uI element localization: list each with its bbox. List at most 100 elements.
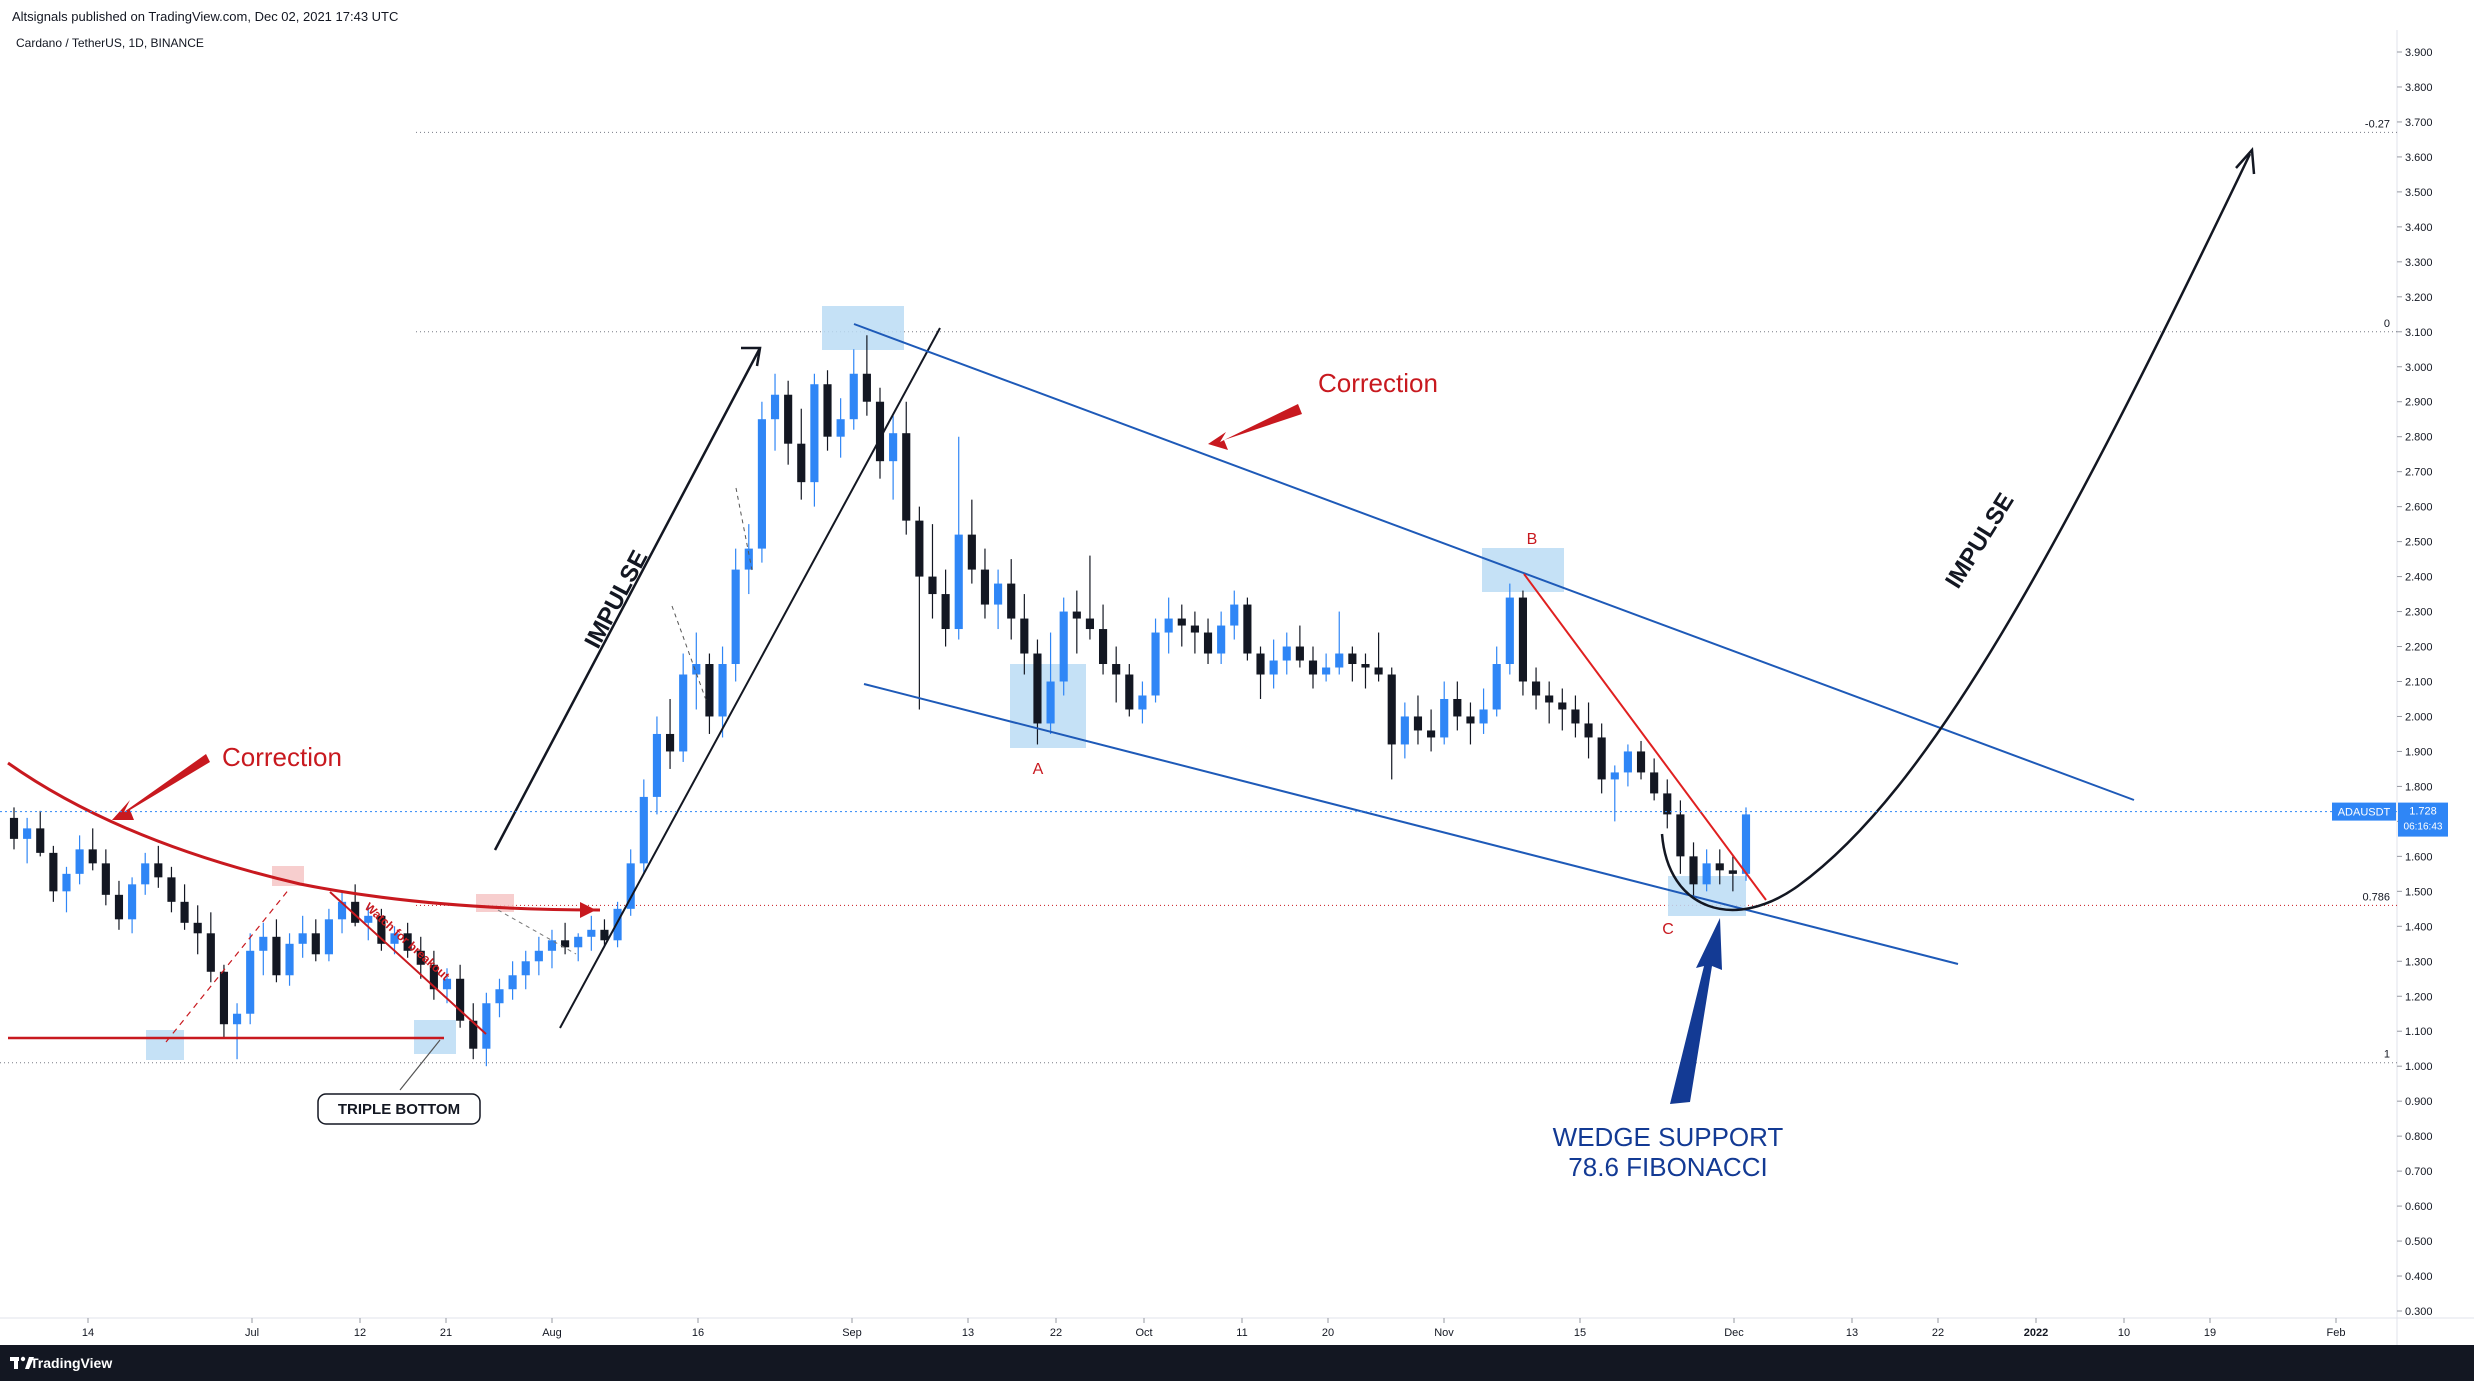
candle-body: [246, 950, 255, 1014]
wave-c-label: C: [1662, 921, 1674, 938]
impulse-arrowhead: [741, 346, 762, 367]
candle-body: [351, 901, 360, 923]
candle-body: [994, 583, 1003, 605]
candle-body: [88, 849, 97, 864]
candle-body: [1427, 730, 1436, 738]
candle-body: [639, 796, 648, 864]
correction-curve-arrowhead: [580, 902, 596, 918]
candle-body: [1584, 723, 1593, 738]
y-tick-label: 2.700: [2405, 467, 2433, 479]
candle-body: [1689, 856, 1698, 885]
candle-body: [1308, 660, 1318, 675]
x-tick-label: 13: [962, 1327, 974, 1339]
y-tick-label: 2.900: [2405, 397, 2433, 409]
time-axis[interactable]: 14 Jul 12 21 Aug 16 Sep 13 22 Oct 11 20 Nov 15 Dec 13 22…: [82, 1318, 2346, 1339]
candle-body: [836, 419, 845, 437]
zone-bottom-1: [146, 1030, 184, 1060]
y-tick-label: 0.900: [2405, 1096, 2433, 1108]
candle-body: [613, 908, 622, 941]
candle-body: [823, 384, 832, 437]
candle-body: [1400, 716, 1409, 745]
candle-body: [1361, 664, 1370, 668]
chart-area[interactable]: Cardano / TetherUS, 1D, BINANCE 0.300 0.4…: [0, 30, 2474, 1345]
candle-body: [1295, 646, 1304, 661]
candle-body: [1282, 646, 1291, 661]
impulse-arrow: [493, 347, 762, 851]
candle-body: [206, 933, 215, 972]
candle-body: [915, 520, 924, 577]
x-tick-label: 22: [1050, 1327, 1062, 1339]
candle-body: [456, 978, 465, 1021]
wedge-upper-line: [853, 323, 2135, 801]
fib-label: 1: [2384, 1049, 2390, 1061]
candle-body: [272, 936, 281, 976]
candle-body: [482, 1003, 491, 1049]
candle-body: [1728, 870, 1737, 874]
candle-body: [469, 1020, 478, 1049]
candle-body: [259, 936, 268, 951]
y-tick-label: 1.600: [2405, 851, 2433, 863]
candle-body: [1387, 674, 1396, 745]
symbol-tag: [2332, 802, 2396, 821]
price-axis[interactable]: 0.300 0.400 0.500 0.600 0.700 0.800 0.900 1.000…: [2397, 47, 2433, 1318]
candle-body: [1177, 618, 1186, 626]
y-tick-label: 1.000: [2405, 1061, 2433, 1073]
candle-body: [1243, 604, 1252, 654]
candle-body: [1046, 681, 1055, 724]
candle-body: [1085, 618, 1095, 630]
candlestick-series[interactable]: [9, 335, 1751, 1067]
y-tick-label: 3.400: [2405, 222, 2433, 234]
candle-body: [718, 664, 727, 717]
candle-body: [902, 433, 911, 521]
footer-brand: TradingView: [30, 1355, 113, 1371]
candle-body: [23, 828, 32, 839]
impulse-projection-arrowhead: [2235, 146, 2256, 175]
x-tick-label: 2022: [2024, 1327, 2048, 1339]
candle-body: [967, 534, 976, 570]
x-tick-label: 14: [82, 1327, 94, 1339]
candle-body: [954, 534, 963, 630]
candle-body: [875, 401, 885, 462]
y-tick-label: 3.500: [2405, 187, 2433, 199]
price-chart[interactable]: Cardano / TetherUS, 1D, BINANCE 0.300 0.4…: [0, 30, 2474, 1345]
y-tick-label: 1.900: [2405, 746, 2433, 758]
candle-body: [797, 443, 806, 483]
y-tick-label: 0.600: [2405, 1201, 2433, 1213]
fib-label: 0: [2384, 318, 2390, 330]
dashed-flag-3: [735, 487, 753, 571]
candle-body: [1453, 698, 1462, 717]
candle-body: [1623, 751, 1632, 773]
y-tick-label: 3.100: [2405, 327, 2433, 339]
y-tick-label: 3.200: [2405, 292, 2433, 304]
candle-body: [862, 373, 871, 402]
candle-body: [219, 971, 229, 1025]
candle-body: [534, 950, 543, 962]
candle-body: [1033, 653, 1042, 724]
wave-b-label: B: [1527, 531, 1538, 548]
y-tick-label: 0.500: [2405, 1236, 2433, 1248]
candle-body: [587, 929, 596, 937]
candle-body: [849, 373, 858, 420]
y-tick-label: 0.400: [2405, 1271, 2433, 1283]
y-tick-label: 2.300: [2405, 607, 2433, 619]
candle-body: [377, 915, 386, 944]
fibonacci-label: 78.6 FIBONACCI: [1568, 1152, 1767, 1182]
candle-body: [1020, 618, 1029, 654]
candle-body: [9, 817, 19, 839]
dashed-flag: [497, 909, 577, 955]
candle-body: [1203, 632, 1213, 654]
candle-body: [154, 863, 163, 878]
candle-body: [665, 733, 675, 752]
symbol-tag-text: ADAUSDT: [2338, 807, 2391, 819]
y-tick-label: 2.200: [2405, 642, 2433, 654]
candle-body: [1505, 597, 1514, 665]
candle-body: [980, 569, 990, 605]
y-tick-label: 1.300: [2405, 956, 2433, 968]
candle-body: [1715, 863, 1724, 871]
candle-body: [770, 394, 780, 420]
candle-body: [390, 933, 399, 944]
x-tick-label: 13: [1846, 1327, 1858, 1339]
x-tick-label: Oct: [1135, 1327, 1152, 1339]
triple-bottom-pointer: [399, 1039, 441, 1091]
fib-label: -0.27: [2365, 118, 2390, 130]
